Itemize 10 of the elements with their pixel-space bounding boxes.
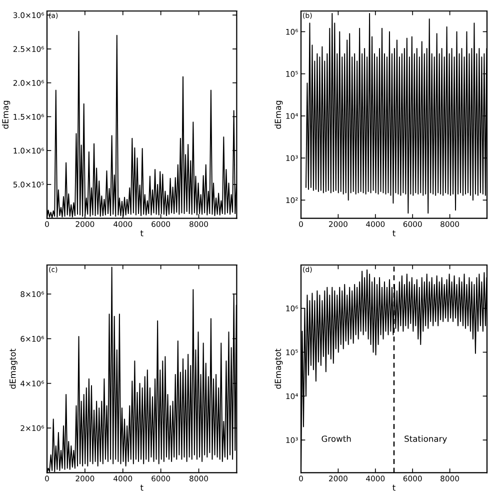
annotation: Growth xyxy=(322,435,351,442)
x-axis-title: t xyxy=(140,484,144,491)
x-axis-title: t xyxy=(392,230,396,236)
x-axis-title: t xyxy=(140,230,144,236)
y-axis-title: dEmag xyxy=(2,100,10,129)
x-axis-title: t xyxy=(392,484,396,491)
y-axis-title: dEmagtot xyxy=(274,348,283,389)
y-axis-title: dEmagtot xyxy=(9,348,18,389)
y-axis-title: dEmag xyxy=(274,100,283,129)
annotation: Stationary xyxy=(404,435,447,444)
